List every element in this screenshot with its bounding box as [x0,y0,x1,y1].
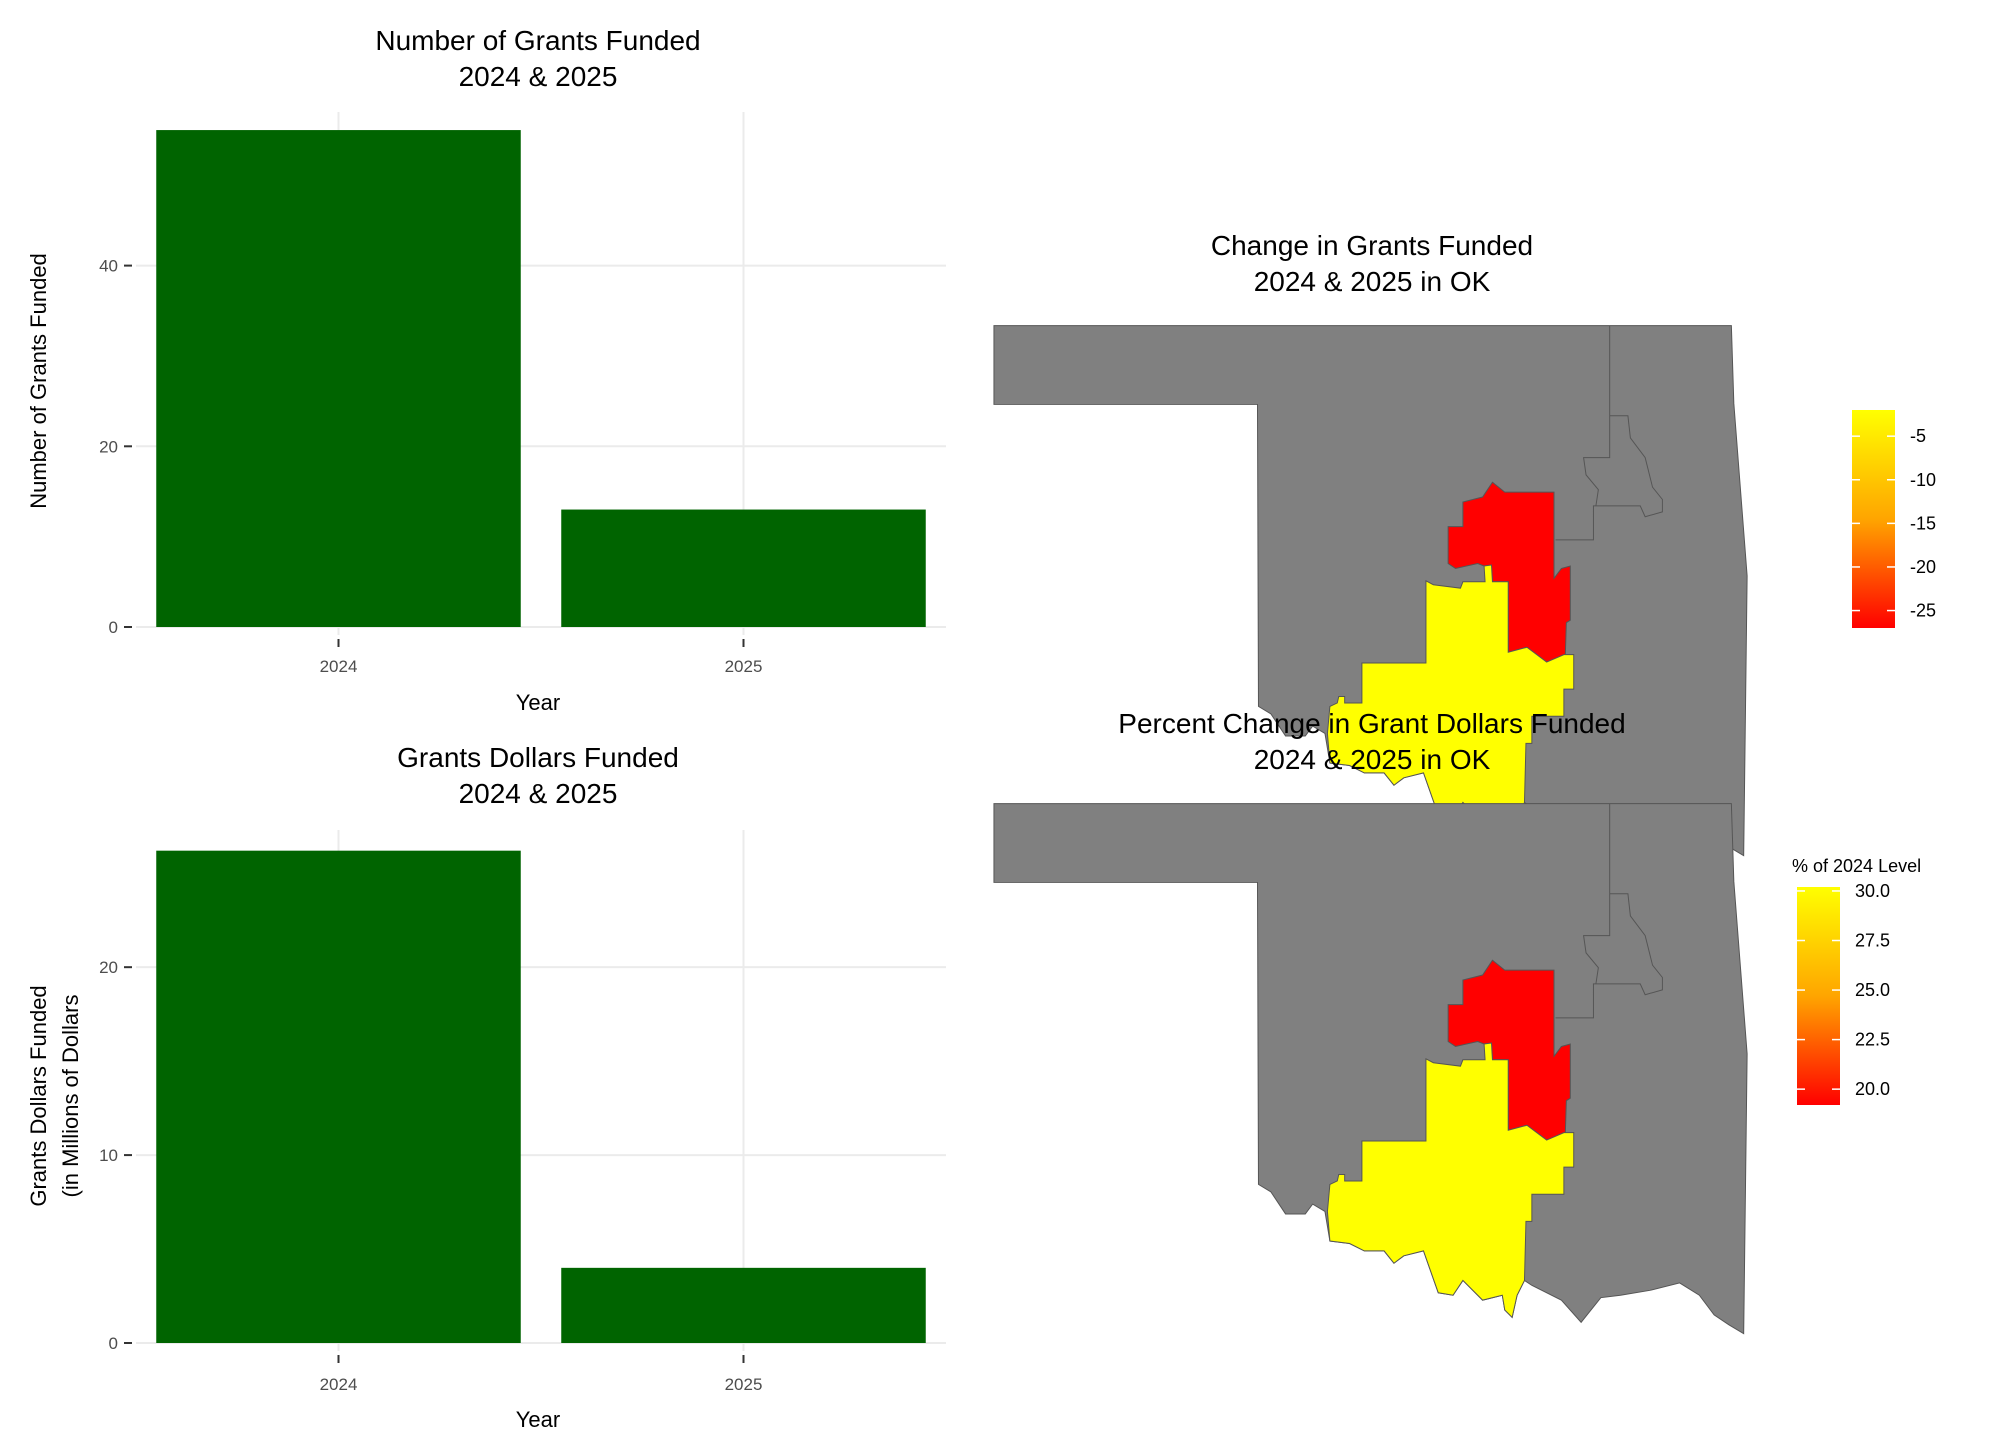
bar-2025 [561,1267,926,1343]
dollars-percent-change-map: Percent Change in Grant Dollars Funded 2… [993,708,1921,1335]
legend-label: -10 [1910,470,1936,490]
y-tick-label: 20 [99,958,118,977]
x-tick-label: 2025 [725,657,763,676]
chart-title-line2: 2024 & 2025 [459,778,618,809]
map-title-line2: 2024 & 2025 in OK [1254,744,1491,775]
map-title-line1: Change in Grants Funded [1211,230,1533,261]
map-title-line2: 2024 & 2025 in OK [1254,266,1491,297]
legend-label: 27.5 [1855,931,1890,951]
y-axis-title-line1: Grants Dollars Funded [26,985,51,1206]
y-axis-title: Number of Grants Funded [26,253,51,509]
x-axis-title: Year [516,690,560,715]
map-title-line1: Percent Change in Grant Dollars Funded [1118,708,1625,739]
y-tick-label: 10 [99,1146,118,1165]
x-tick-label: 2024 [320,657,358,676]
legend-label: 25.0 [1855,980,1890,1000]
oklahoma-state-region [993,803,1748,1335]
legend-colorbar: -5 -10 -15 -20 -25 [1852,410,1936,628]
y-tick-label: 0 [109,1334,118,1353]
y-tick-label: 0 [109,618,118,637]
legend-label: -20 [1910,557,1936,577]
colorbar [1852,410,1895,628]
legend-label: 22.5 [1855,1030,1890,1050]
legend-label: -15 [1910,513,1936,533]
bar-2024 [156,850,521,1343]
oklahoma-state-region [993,325,1748,857]
grant-dollars-bar-chart: Grants Dollars Funded 2024 & 2025 010202… [26,742,946,1432]
legend-label: 20.0 [1855,1079,1890,1099]
legend-label: -5 [1910,426,1926,446]
legend-colorbar: % of 2024 Level 30.0 27.5 25.0 22.5 20.0 [1792,856,1921,1105]
legend-label: -25 [1910,601,1936,621]
chart-title-line1: Number of Grants Funded [375,25,700,56]
grants-count-bar-chart: Number of Grants Funded 2024 & 2025 0 20 4… [26,25,946,715]
legend-title: % of 2024 Level [1792,856,1921,876]
x-tick-label: 2024 [320,1375,358,1394]
x-axis-title: Year [516,1407,560,1432]
legend-label: 30.0 [1855,881,1890,901]
y-tick-label: 20 [99,437,118,456]
y-tick-label: 40 [99,257,118,276]
colorbar [1797,887,1840,1105]
y-axis-title-line2: (in Millions of Dollars [58,995,83,1198]
chart-title-line2: 2024 & 2025 [459,61,618,92]
bar-2024 [156,130,521,627]
x-tick-label: 2025 [725,1375,763,1394]
bar-2025 [561,509,926,627]
chart-title-line1: Grants Dollars Funded [397,742,679,773]
grants-change-map: Change in Grants Funded 2024 & 2025 in O… [993,230,1936,857]
